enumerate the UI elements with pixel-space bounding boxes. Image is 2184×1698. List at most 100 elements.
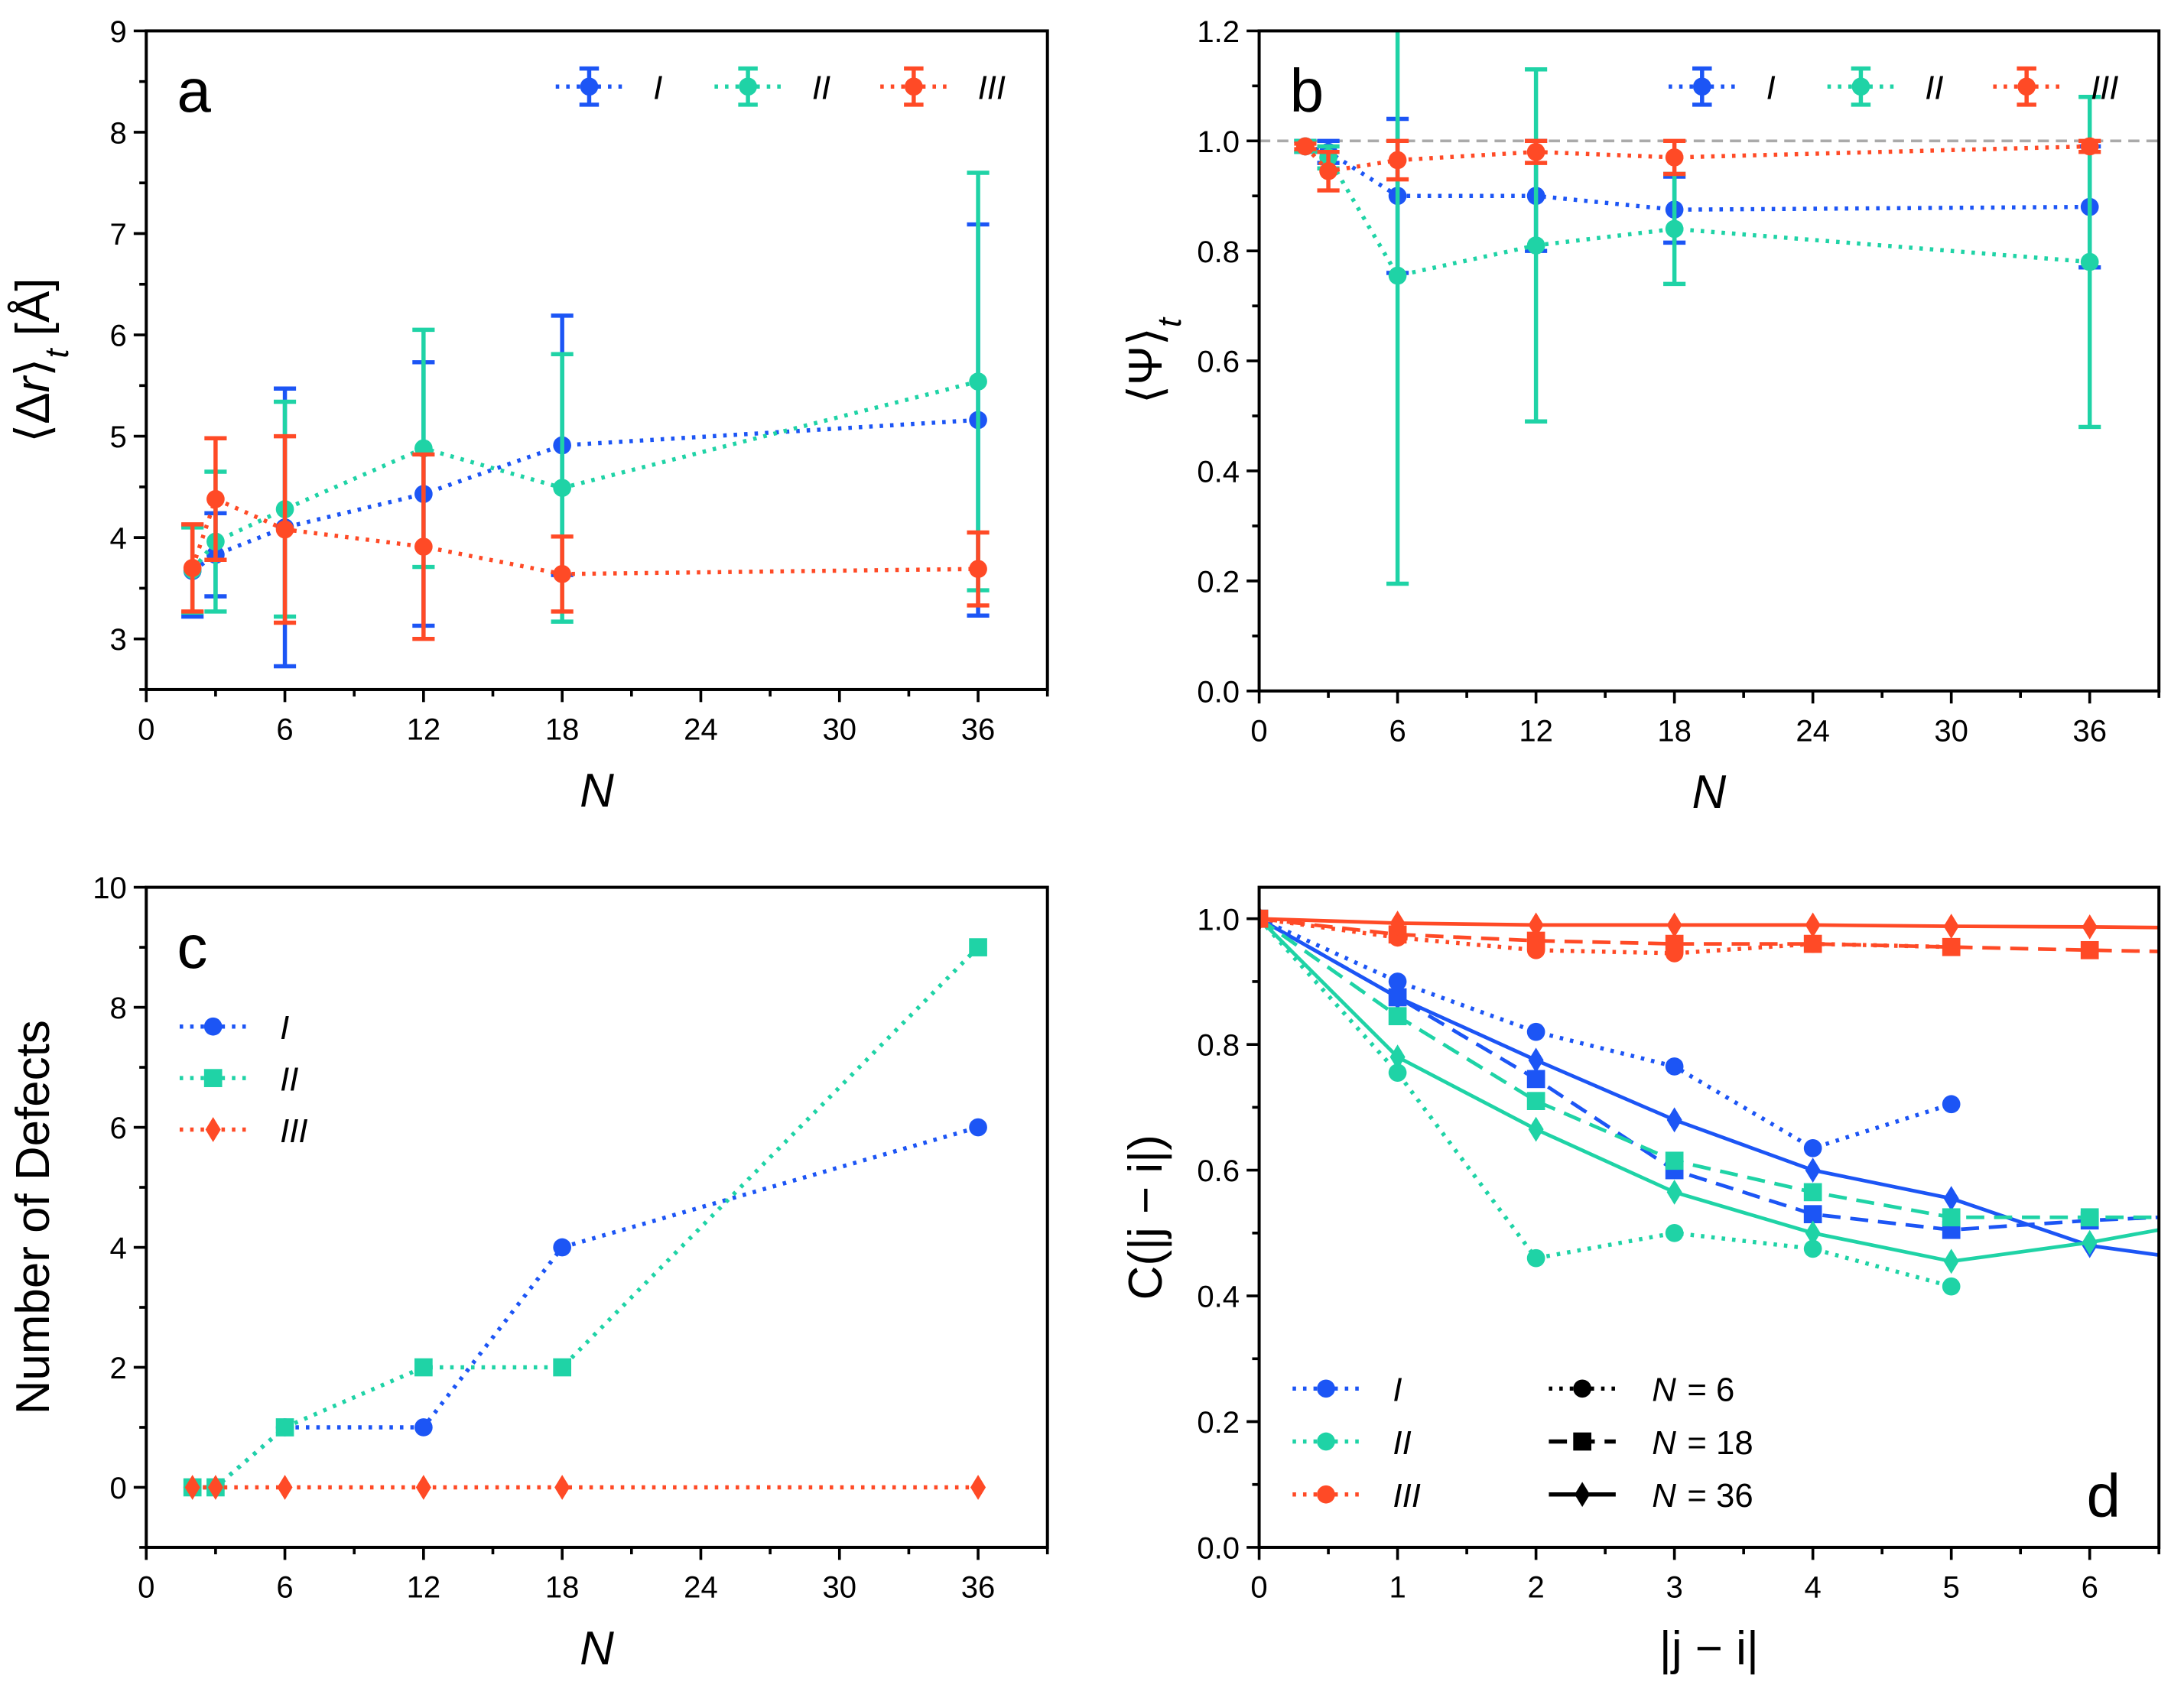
x-tick-label: 0 [138, 1571, 154, 1605]
series-II-N6-line [1259, 917, 1952, 1289]
x-tick-label: 36 [2072, 714, 2107, 748]
y-axis-label-part: Number of Defects [7, 1020, 60, 1414]
legend-marker [739, 77, 757, 96]
panel-d: 0 1 2 3 4 5 6 0.0 0.2 0.4 0.6 0.8 1.0 |j − i| C(|j − i… [1120, 885, 2161, 1675]
series-II-N36-line [1259, 917, 2160, 1264]
series-II-N36-point [1666, 1179, 1682, 1205]
panel-b: 0 6 12 18 24 30 36 0.0 0.2 0.4 0.6 0.8 1.0 1.2 N ⟨Ψ⟩t b I… [1120, 15, 2161, 819]
x-tick-label: 18 [1657, 714, 1692, 748]
series-II-line [190, 379, 979, 572]
series-II-N6-point [1942, 1277, 1961, 1296]
series-II-point [553, 1358, 571, 1377]
legend-marker [1317, 1379, 1335, 1398]
x-tick-label: 30 [1934, 714, 1968, 748]
y-axis-label: ⟨Δr⟩t [Å] [7, 278, 76, 443]
series-I-line [192, 1125, 979, 1490]
x-tick-label: 30 [822, 1571, 856, 1605]
y-tick-label: 0.0 [1197, 675, 1240, 709]
y-tick-label: 9 [109, 15, 126, 49]
series-I-N36-point [1666, 1107, 1682, 1133]
x-axis-label: N [580, 1622, 614, 1675]
series-III-point [183, 559, 202, 577]
series-II-point [969, 372, 987, 391]
y-tick-label: 0.8 [1197, 1029, 1240, 1063]
y-tick-label: 4 [109, 522, 126, 556]
series-III-line [190, 496, 979, 576]
legend-eq: = 36 [1687, 1477, 1753, 1515]
legend-label-I: I [653, 70, 662, 107]
x-tick-label: 24 [1796, 714, 1830, 748]
x-tick-label: 4 [1805, 1571, 1822, 1605]
legend-marker [1573, 1379, 1591, 1398]
y-tick-label: 2 [109, 1352, 126, 1385]
series-II-point [1388, 266, 1407, 285]
series-III-N36-point [2082, 914, 2098, 940]
y-axis-label-part: C(|j − i|) [1120, 1135, 1172, 1300]
legend-marker [1851, 77, 1870, 96]
y-tick-label: 7 [109, 218, 126, 252]
y-tick-label: 0.2 [1197, 1406, 1240, 1440]
x-tick-label: 0 [1250, 714, 1267, 748]
y-tick-label: 6 [109, 1112, 126, 1145]
y-tick-label: 3 [109, 623, 126, 657]
y-tick-label: 8 [109, 117, 126, 151]
y-tick-label: 0.2 [1197, 565, 1240, 599]
legend-label-III: III [2091, 70, 2118, 107]
x-tick-label: 36 [961, 713, 996, 747]
series-III-point [415, 1475, 431, 1500]
x-tick-label: 24 [684, 1571, 718, 1605]
x-tick-label: 24 [684, 713, 718, 747]
legend-var: N [1652, 1424, 1676, 1462]
series-III-N18-point [1665, 934, 1684, 953]
y-tick-label: 0.6 [1197, 1154, 1240, 1188]
x-tick-label: 1 [1389, 1571, 1406, 1605]
x-tick-label: 18 [545, 713, 580, 747]
x-tick-label: 2 [1527, 1571, 1544, 1605]
legend-var: N [1652, 1477, 1676, 1515]
series-III-point [414, 537, 433, 556]
x-tick-label: 18 [545, 1571, 580, 1605]
legend-marker [1317, 1432, 1335, 1451]
x-tick-label: 6 [1389, 714, 1406, 748]
series-II-N6-point [1388, 1063, 1407, 1082]
series-I-N36-point [1805, 1157, 1821, 1183]
series-III-N18-point [1526, 931, 1545, 950]
y-axis-label: C(|j − i|) [1120, 1135, 1172, 1300]
x-tick-label: 36 [961, 1571, 996, 1605]
series-I-N6-line [1259, 917, 1952, 1151]
legend-eq: = 18 [1687, 1424, 1753, 1462]
y-tick-label: 0.6 [1197, 346, 1240, 379]
y-axis-label-part: ⟨Ψ⟩ [1120, 327, 1172, 404]
legend-label-I: I [280, 1009, 289, 1047]
series-III-N6-line [1259, 916, 1952, 956]
series-III-N36-point [1528, 912, 1544, 938]
series-I-N36-point [1528, 1047, 1544, 1073]
series-III-N18-line [1259, 917, 2160, 953]
legend-marker [905, 77, 923, 96]
series-II-N36-point [2082, 1229, 2098, 1255]
series-I-N6-point [1942, 1095, 1961, 1114]
series-II-N6-point [1665, 1223, 1684, 1242]
legend-label-II: II [812, 70, 830, 107]
series-II-point [414, 1358, 433, 1377]
y-tick-label: 0.4 [1197, 456, 1240, 489]
y-tick-label: 6 [109, 320, 126, 353]
series-II-N36-point [1943, 1248, 1959, 1274]
series-III-N18-point [1942, 937, 1961, 956]
series-III-point [554, 1475, 570, 1500]
series-I-N18-line [1259, 917, 2160, 1232]
series-III-N18-point [1803, 934, 1822, 953]
legend-label-III: III [280, 1112, 307, 1150]
legend-marker [1317, 1485, 1335, 1504]
series-III-point [553, 565, 571, 583]
legend-label-I: I [1393, 1372, 1402, 1409]
legend-label-II: II [1925, 70, 1943, 107]
series-II-N18-point [1388, 1007, 1407, 1025]
series-I-point [553, 1238, 571, 1257]
series-II-N36-point [1805, 1220, 1821, 1246]
